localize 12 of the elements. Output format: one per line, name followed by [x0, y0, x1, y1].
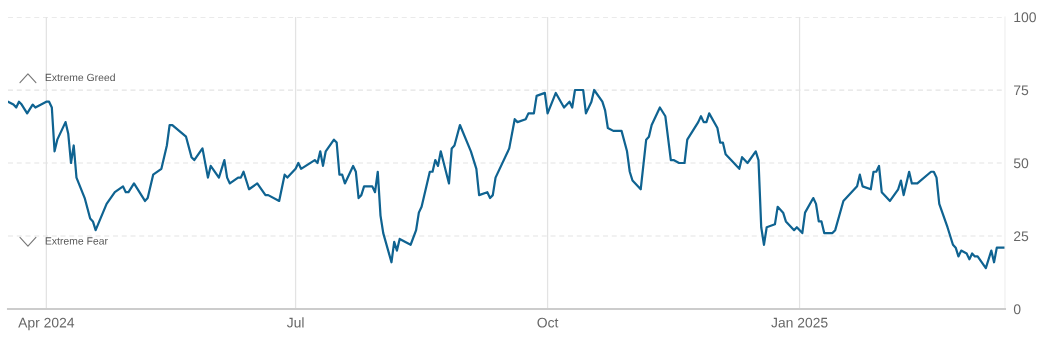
y-tick-label: 0	[1013, 304, 1021, 315]
x-tick-label: Jul	[286, 317, 304, 328]
y-tick-label: 25	[1014, 231, 1029, 242]
y-tick-label: 50	[1013, 158, 1029, 169]
annotation: Extreme Greed	[45, 73, 115, 82]
annotation: Extreme Fear	[45, 237, 108, 245]
x-tick-label: Apr 2024	[18, 317, 75, 331]
y-tick-label: 100	[1014, 12, 1036, 23]
x-tick-label: Jan 2025	[771, 317, 828, 328]
line-series	[8, 88, 1005, 270]
x-tick-label: Oct	[537, 317, 559, 328]
y-tick-label: 75	[1014, 85, 1029, 96]
